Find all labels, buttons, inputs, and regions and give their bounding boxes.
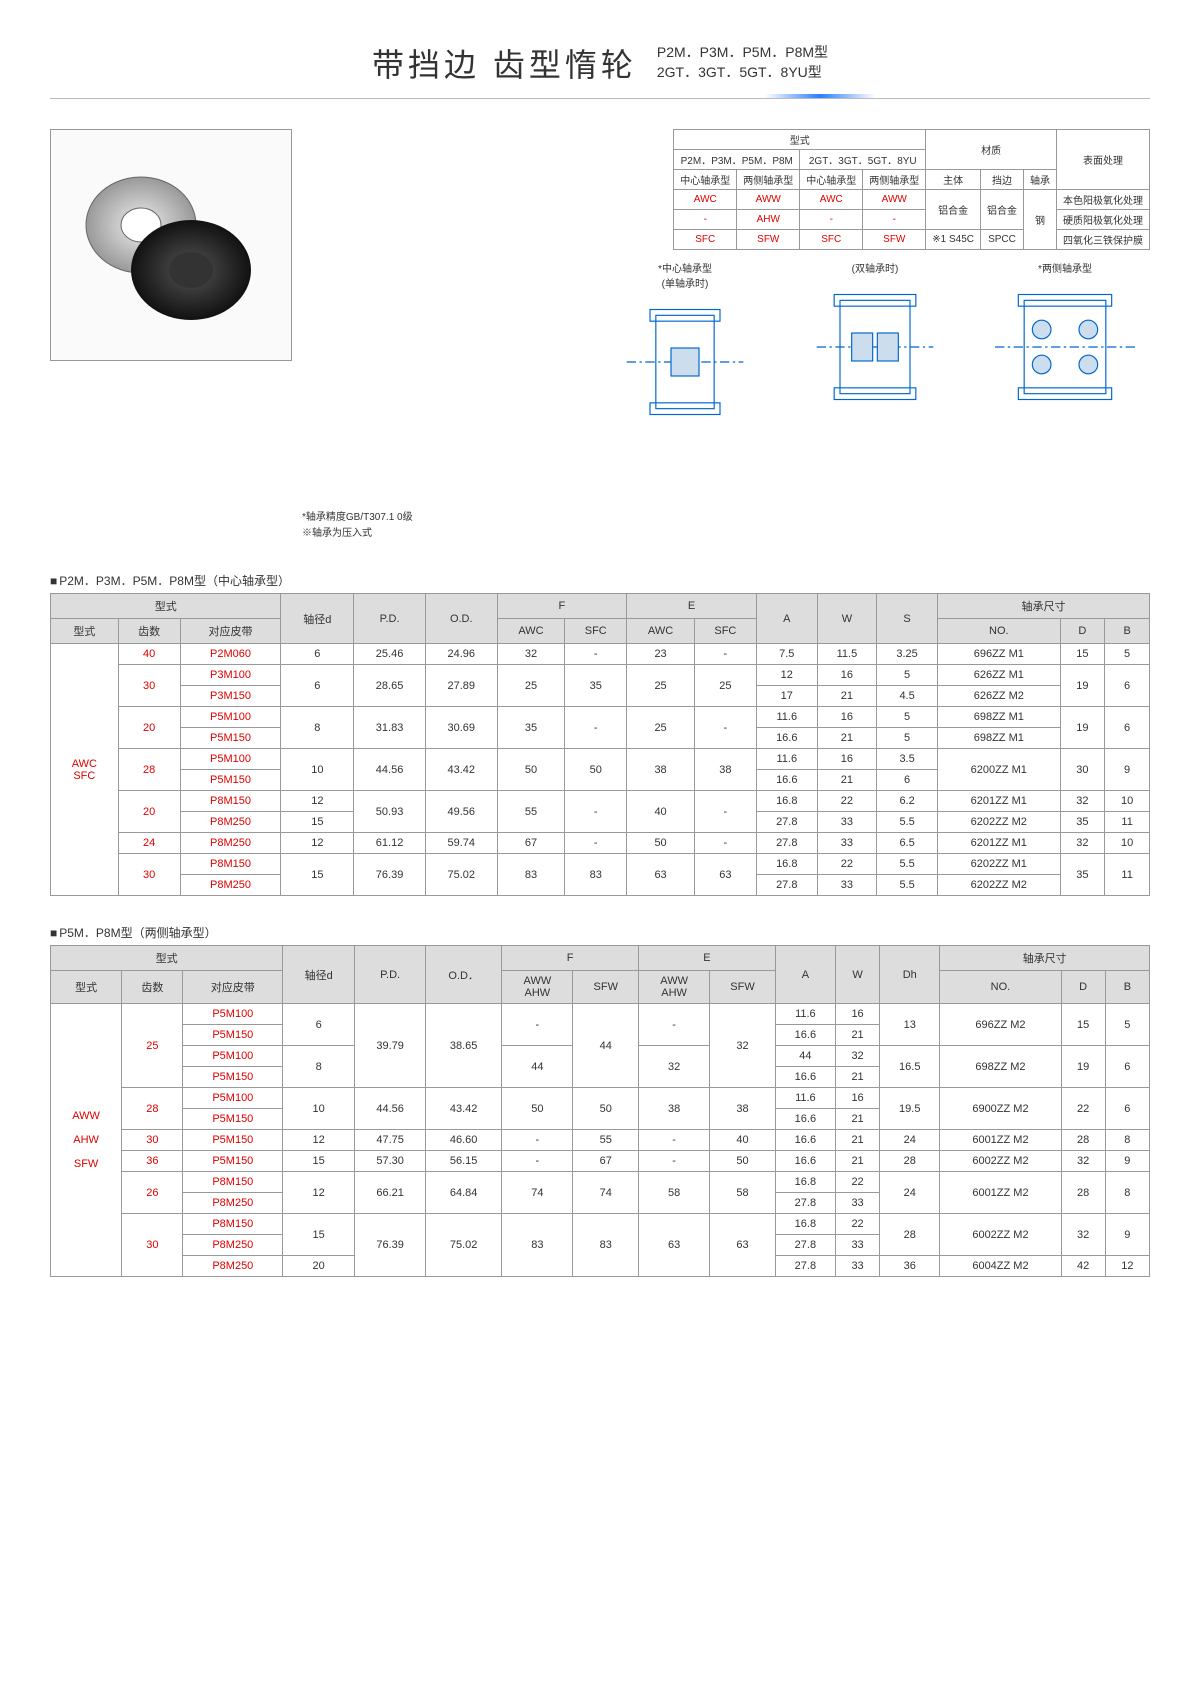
- table-row: AWW AHW SFW25P5M100639.7938.65-44-3211.6…: [51, 1004, 1150, 1025]
- table-row: 28P5M1001044.5643.425050383811.61619.569…: [51, 1088, 1150, 1109]
- table-row: 20P8M1501250.9349.5655-40-16.8226.26201Z…: [51, 791, 1150, 812]
- table-row: 30P5M1501247.7546.60-55-4016.621246001ZZ…: [51, 1130, 1150, 1151]
- st-sfw2: SFW: [863, 230, 926, 250]
- st-t3: 四氧化三铁保护膜: [1057, 230, 1150, 250]
- st-t1: 本色阳极氧化处理: [1057, 190, 1150, 210]
- header-rule: [50, 94, 1150, 99]
- st-h3: 表面处理: [1057, 130, 1150, 190]
- sub1: P2M．P3M．P5M．P8M型: [657, 43, 828, 63]
- sub2: 2GT．3GT．5GT．8YU型: [657, 63, 828, 83]
- table-row: 26P8M1501266.2164.847474585816.822246001…: [51, 1172, 1150, 1193]
- st-m3: 钢: [1024, 190, 1057, 250]
- diagram-3: *两侧轴承型: [980, 260, 1150, 420]
- st-h2: 材质: [926, 130, 1057, 170]
- st-m4: ※1 S45C: [926, 230, 981, 250]
- st-aww1: AWW: [737, 190, 800, 210]
- st-r2c1: 中心轴承型: [674, 170, 737, 190]
- table-row: 28P5M1001044.5643.425050383811.6163.5620…: [51, 749, 1150, 770]
- st-h1: 型式: [674, 130, 926, 150]
- table-row: 24P8M2501261.1259.7467-50-27.8336.56201Z…: [51, 833, 1150, 854]
- st-sfw1: SFW: [737, 230, 800, 250]
- st-r2c5: 主体: [926, 170, 981, 190]
- product-image: [50, 129, 292, 361]
- notes: *轴承精度GB/T307.1 0级 ※轴承为压入式: [302, 510, 1150, 542]
- st-sfc1: SFC: [674, 230, 737, 250]
- table-2: 型式 轴径d P.D. O.D． F E A W Dh 轴承尺寸 型式齿数对应皮…: [50, 945, 1150, 1277]
- st-r1c2: 2GT．3GT．5GT．8YU: [800, 150, 926, 170]
- section2-title: P5M．P8M型（两侧轴承型）: [50, 924, 1150, 941]
- table-row: AWC SFC40P2M060625.4624.9632-23-7.511.53…: [51, 644, 1150, 665]
- st-sfc2: SFC: [800, 230, 863, 250]
- diagram-2: (双轴承时): [790, 260, 960, 420]
- st-t2: 硬质阳极氧化处理: [1057, 210, 1150, 230]
- table-row: 30P3M100628.6527.892535252512165626ZZ M1…: [51, 665, 1150, 686]
- st-r2c4: 两侧轴承型: [863, 170, 926, 190]
- st-r2c6: 挡边: [981, 170, 1024, 190]
- st-m1: 铝合金: [926, 190, 981, 230]
- st-awc2: AWC: [800, 190, 863, 210]
- diagram-1: *中心轴承型(单轴承时): [600, 260, 770, 420]
- st-r1c1: P2M．P3M．P5M．P8M: [674, 150, 800, 170]
- table-row: 30P8M1501576.3975.028383636316.8225.5620…: [51, 854, 1150, 875]
- st-aww2: AWW: [863, 190, 926, 210]
- table-row: 36P5M1501557.3056.15-67-5016.621286002ZZ…: [51, 1151, 1150, 1172]
- st-r2c3: 中心轴承型: [800, 170, 863, 190]
- table-row: 20P5M100831.8330.6935-25-11.6165698ZZ M1…: [51, 707, 1150, 728]
- st-m2: 铝合金: [981, 190, 1024, 230]
- st-r2c2: 两侧轴承型: [737, 170, 800, 190]
- page-title: 带挡边 齿型惰轮: [372, 40, 637, 86]
- table-1: 型式 轴径d P.D. O.D. F E A W S 轴承尺寸 型式齿数对应皮带…: [50, 593, 1150, 896]
- section1-title: P2M．P3M．P5M．P8M型（中心轴承型）: [50, 572, 1150, 589]
- material-table: 型式 材质 表面处理 P2M．P3M．P5M．P8M 2GT．3GT．5GT．8…: [673, 129, 1150, 250]
- st-m5: SPCC: [981, 230, 1024, 250]
- header-subtitle: P2M．P3M．P5M．P8M型 2GT．3GT．5GT．8YU型: [657, 43, 828, 82]
- st-ahw: AHW: [737, 210, 800, 230]
- st-awc1: AWC: [674, 190, 737, 210]
- st-r2c7: 轴承: [1024, 170, 1057, 190]
- table-row: 30P8M1501576.3975.028383636316.822286002…: [51, 1214, 1150, 1235]
